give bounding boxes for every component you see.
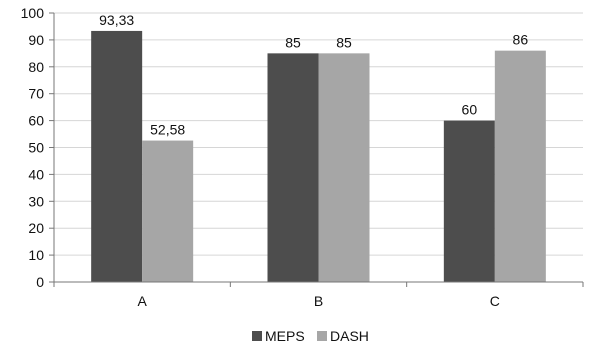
legend-label-dash: DASH (330, 328, 369, 344)
y-tick-label: 30 (28, 193, 44, 209)
bar-meps-c (443, 120, 495, 282)
data-label-meps-b: 85 (285, 34, 301, 50)
x-tick-label: C (490, 293, 500, 309)
y-tick-label: 50 (28, 140, 44, 156)
data-label-dash-b: 85 (336, 34, 352, 50)
bar-dash-c (494, 50, 546, 282)
y-tick-label: 80 (28, 59, 44, 75)
bar-meps-a (91, 30, 143, 282)
bars: 93,33 52,58 85 85 60 86 (91, 12, 546, 282)
legend-label-meps: MEPS (265, 328, 305, 344)
legend: MEPS DASH (252, 328, 369, 344)
data-label-meps-c: 60 (462, 102, 478, 118)
bar-dash-a (142, 140, 194, 282)
y-tick-label: 20 (28, 220, 44, 236)
x-tick-label: A (137, 293, 147, 309)
y-tick-label: 0 (36, 274, 44, 290)
data-label-dash-a: 52,58 (150, 122, 185, 138)
y-tick-label: 90 (28, 32, 44, 48)
data-label-dash-c: 86 (513, 32, 529, 48)
y-tick-label: 100 (21, 5, 45, 21)
legend-swatch-dash (317, 331, 327, 341)
y-tick-label: 40 (28, 166, 44, 182)
y-tick-label: 60 (28, 113, 44, 129)
bar-meps-b (267, 53, 319, 282)
y-axis-ticks: 0 10 20 30 40 50 60 70 80 90 100 (21, 5, 54, 290)
data-label-meps-a: 93,33 (99, 12, 134, 28)
axes (53, 13, 584, 287)
y-tick-label: 70 (28, 86, 44, 102)
bar-dash-b (318, 53, 370, 282)
x-axis-labels: A B C (137, 293, 499, 309)
y-tick-label: 10 (28, 247, 44, 263)
x-tick-label: B (314, 293, 323, 309)
legend-swatch-meps (252, 331, 262, 341)
